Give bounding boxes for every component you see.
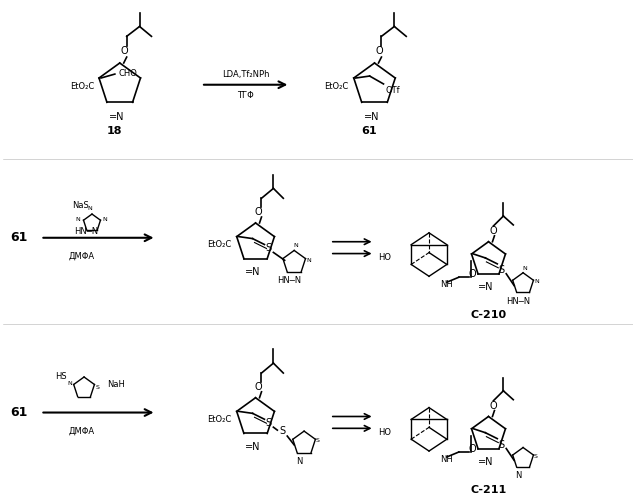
Text: NaS: NaS	[72, 201, 89, 210]
Text: HS: HS	[55, 372, 67, 382]
Text: N: N	[306, 258, 311, 263]
Text: O: O	[121, 46, 128, 56]
Text: CHO: CHO	[119, 68, 138, 78]
Text: N: N	[534, 279, 539, 284]
Text: N: N	[102, 218, 107, 222]
Text: 61: 61	[11, 232, 28, 244]
Text: N: N	[75, 218, 80, 222]
Text: N: N	[523, 266, 527, 271]
Text: EtO₂C: EtO₂C	[324, 82, 349, 91]
Text: HO: HO	[378, 253, 391, 262]
Text: S: S	[316, 438, 320, 444]
Text: ТГΦ: ТГΦ	[237, 90, 254, 100]
Text: =N: =N	[478, 457, 494, 467]
Text: O: O	[254, 207, 262, 217]
Text: NH: NH	[441, 455, 453, 464]
Text: S: S	[279, 426, 286, 436]
Text: 61: 61	[11, 406, 28, 419]
Text: S: S	[265, 418, 272, 428]
Text: =N: =N	[478, 282, 494, 292]
Text: O: O	[490, 400, 497, 410]
Text: S: S	[96, 386, 100, 390]
Text: =N: =N	[109, 112, 125, 122]
Text: NH: NH	[441, 280, 453, 289]
Text: HO: HO	[378, 428, 391, 437]
Text: HN─N: HN─N	[74, 227, 99, 236]
Text: N: N	[88, 206, 92, 211]
Text: N: N	[515, 471, 522, 480]
Text: N: N	[296, 457, 302, 466]
Text: S: S	[498, 265, 504, 275]
Text: O: O	[469, 270, 476, 280]
Text: N: N	[294, 244, 298, 248]
Text: ДМΦА: ДМΦА	[69, 252, 95, 260]
Text: C-210: C-210	[471, 310, 506, 320]
Text: ДМΦА: ДМΦА	[69, 426, 95, 436]
Text: EtO₂C: EtO₂C	[207, 415, 232, 424]
Text: NaH: NaH	[107, 380, 125, 390]
Text: C-211: C-211	[471, 484, 507, 494]
Text: N: N	[67, 382, 72, 386]
Text: S: S	[265, 244, 272, 254]
Text: 61: 61	[362, 126, 377, 136]
Text: =N: =N	[364, 112, 379, 122]
Text: EtO₂C: EtO₂C	[207, 240, 232, 249]
Text: S: S	[534, 454, 538, 459]
Text: EtO₂C: EtO₂C	[70, 82, 94, 91]
Text: HN─N: HN─N	[506, 298, 530, 306]
Text: HN─N: HN─N	[277, 276, 301, 285]
Text: O: O	[469, 444, 476, 454]
Text: 18: 18	[107, 126, 123, 136]
Text: O: O	[254, 382, 262, 392]
Text: O: O	[376, 46, 384, 56]
Text: LDA,Tf₂NPh: LDA,Tf₂NPh	[222, 70, 270, 79]
Text: =N: =N	[245, 268, 260, 278]
Text: S: S	[498, 440, 504, 450]
Text: O: O	[490, 226, 497, 236]
Text: OTf: OTf	[385, 86, 400, 95]
Text: =N: =N	[245, 442, 260, 452]
